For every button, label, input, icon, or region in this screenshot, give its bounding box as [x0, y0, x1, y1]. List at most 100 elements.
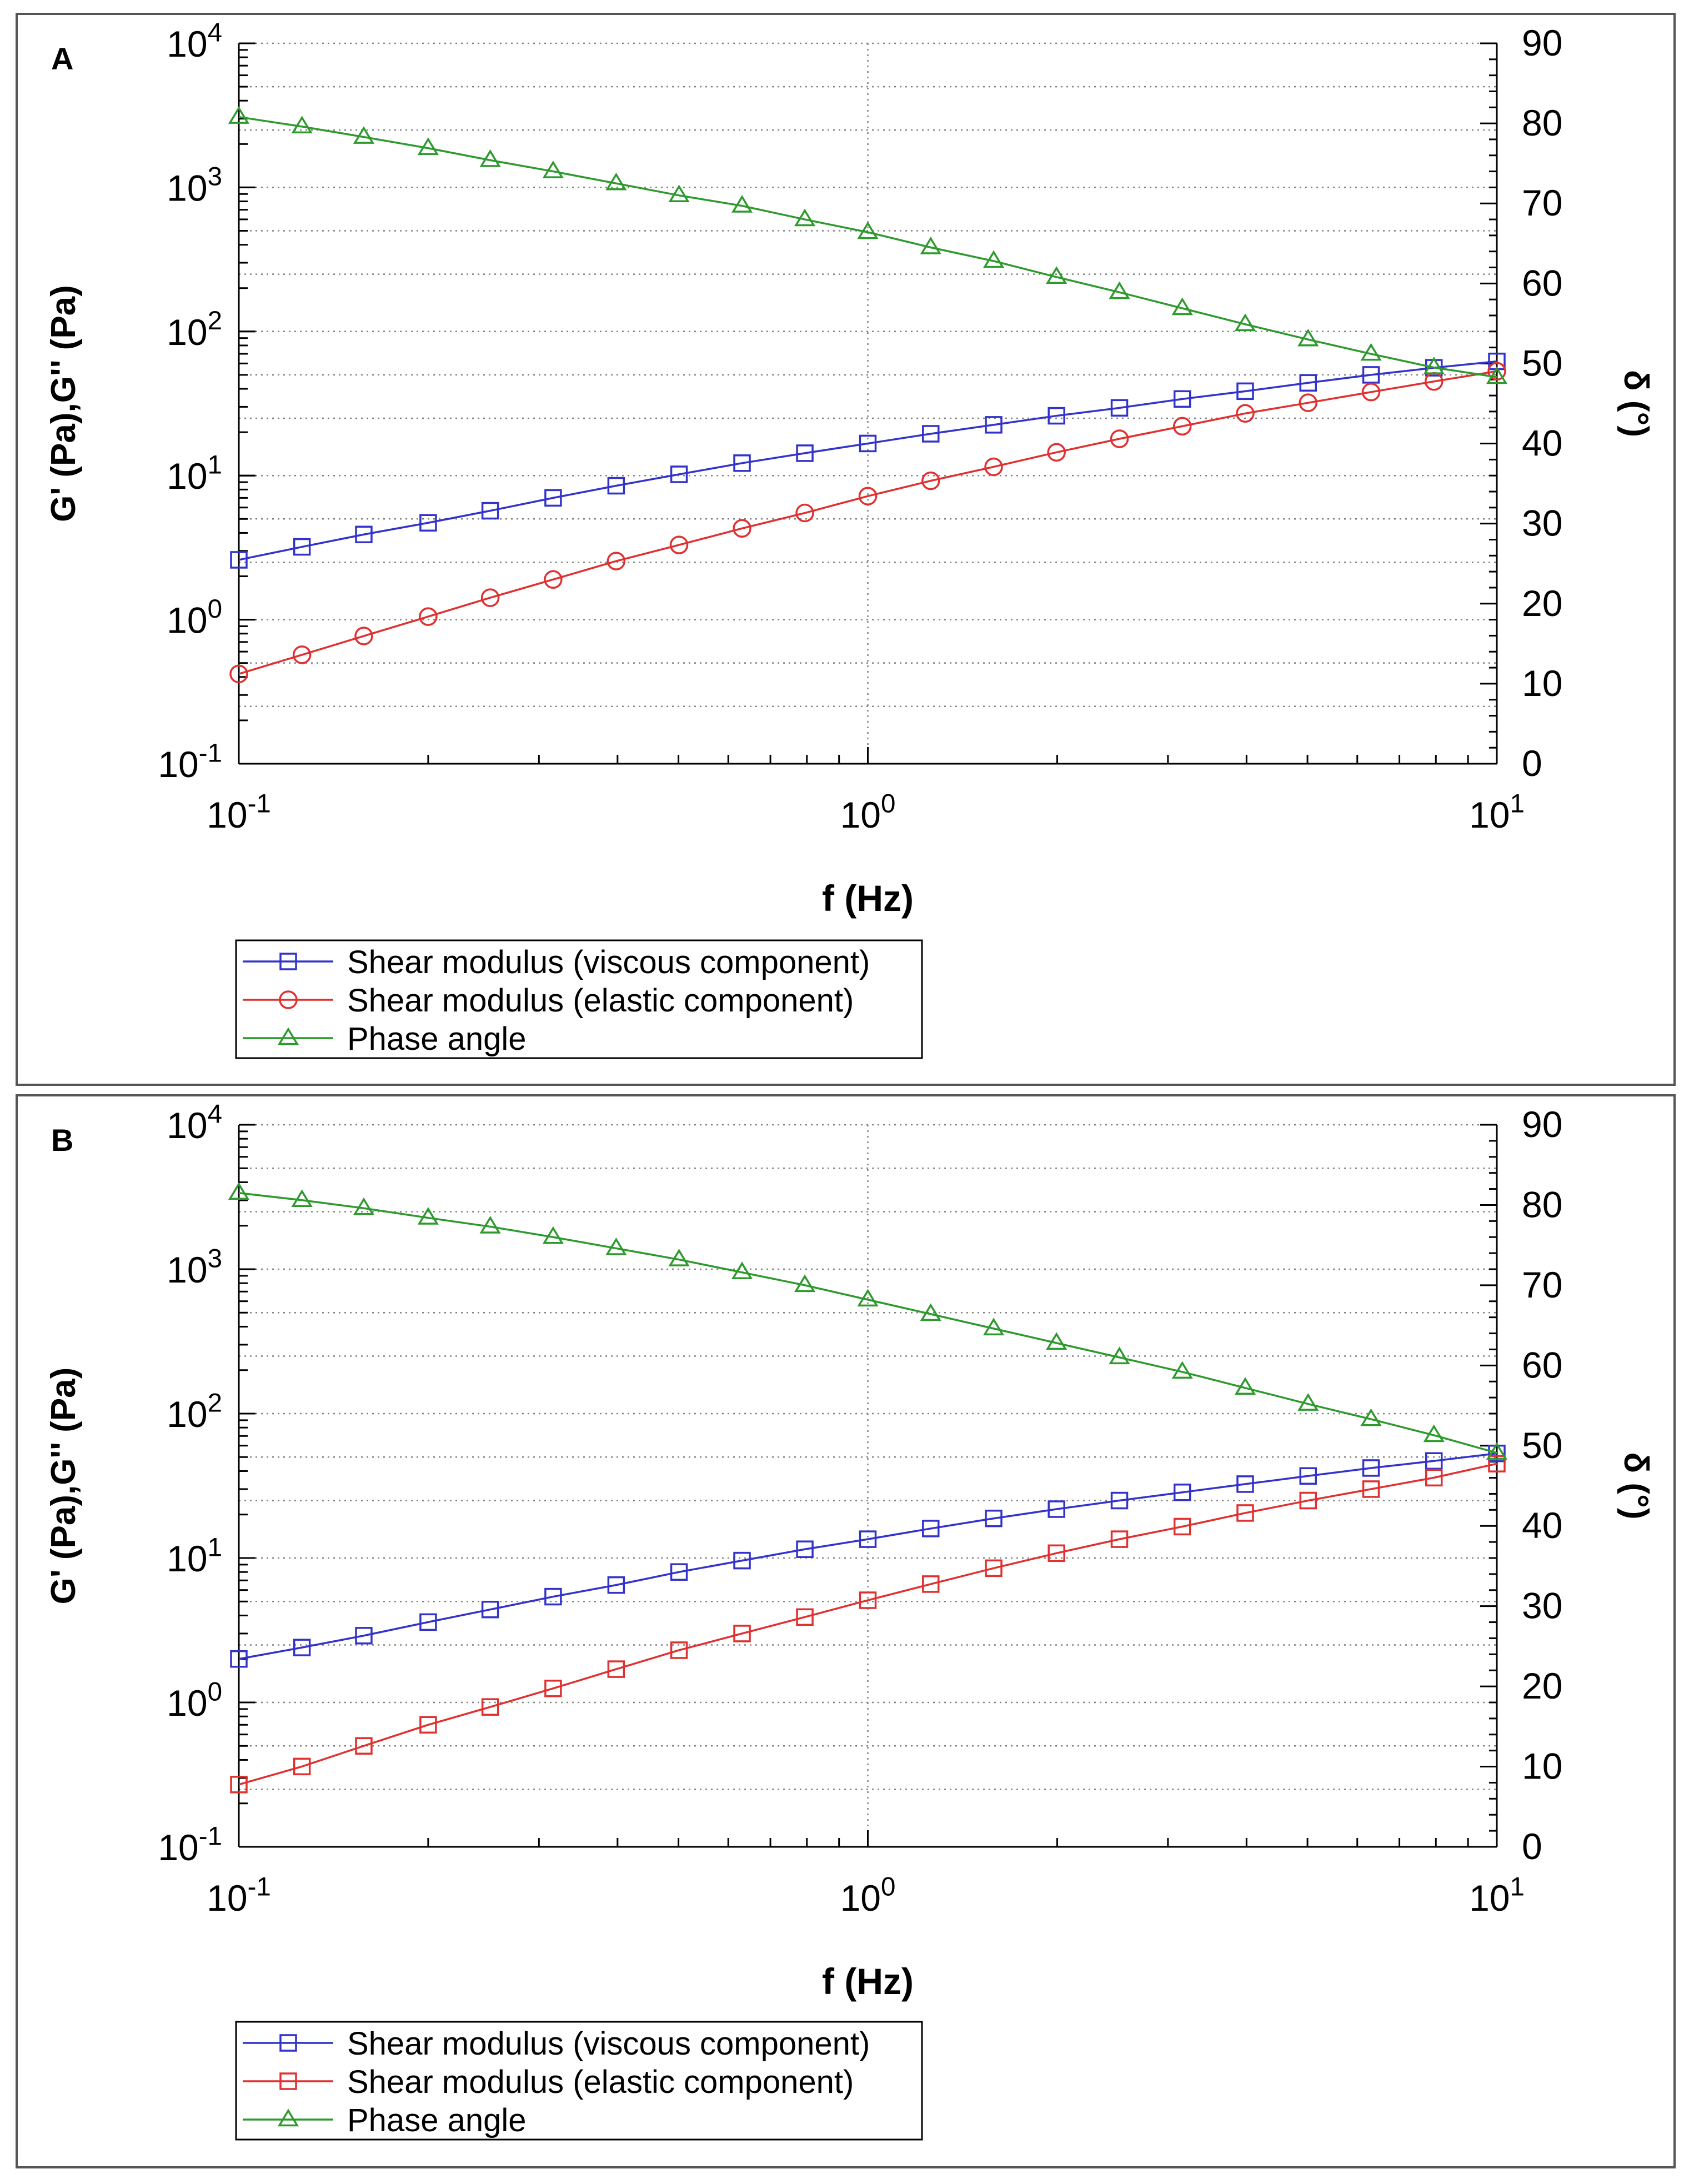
series-1	[229, 362, 1506, 684]
data-point	[796, 1608, 814, 1626]
legend-label: Shear modulus (viscous component)	[347, 2026, 870, 2062]
data-point	[796, 444, 814, 462]
y-axis-title: G' (Pa),G'' (Pa)	[44, 285, 83, 522]
y-tick-label: 101	[167, 1532, 222, 1579]
y-tick-label-exp: 1	[208, 450, 222, 479]
x-tick-label-exp: 1	[1510, 789, 1524, 818]
data-point	[1362, 1459, 1380, 1477]
data-point	[480, 588, 500, 607]
data-point	[1234, 1377, 1256, 1395]
data-point	[1487, 362, 1506, 381]
data-point	[1173, 390, 1191, 408]
data-point	[354, 627, 373, 645]
data-point	[1299, 374, 1317, 392]
legend-marker	[279, 953, 297, 970]
data-point	[479, 149, 501, 167]
data-point	[607, 552, 626, 570]
data-point	[1171, 1361, 1193, 1379]
series-2	[228, 1182, 1508, 1460]
data-point	[857, 1289, 879, 1307]
x-tick-label: 101	[1469, 789, 1525, 835]
data-point	[607, 477, 625, 495]
data-point	[1109, 281, 1130, 299]
data-point	[920, 236, 941, 254]
data-point	[355, 1627, 373, 1645]
series-2	[228, 106, 1508, 384]
data-point	[605, 172, 627, 191]
data-point	[1234, 313, 1256, 332]
data-point	[228, 106, 250, 124]
data-point	[731, 195, 753, 213]
x-tick-label-exp: 0	[881, 1872, 895, 1901]
x-tick-label-base: 10	[207, 1877, 247, 1918]
data-point	[859, 1591, 877, 1609]
data-point	[542, 1226, 564, 1244]
data-point	[922, 425, 940, 443]
y2-tick-label: 10	[1522, 1746, 1562, 1787]
data-point	[544, 1587, 562, 1606]
y-tick-label: 10-1	[158, 738, 222, 785]
data-point	[733, 1551, 751, 1570]
series-0	[230, 1444, 1506, 1668]
legend-label: Shear modulus (elastic component)	[347, 2064, 854, 2100]
data-point	[1423, 1424, 1445, 1442]
panel-frame	[16, 13, 1676, 1086]
data-point	[607, 1660, 625, 1678]
y2-tick-label: 40	[1522, 423, 1562, 464]
data-point	[419, 1613, 437, 1631]
y2-tick-label: 50	[1522, 1425, 1562, 1466]
series-line	[238, 1192, 1497, 1454]
data-point	[670, 465, 688, 483]
data-point	[985, 1509, 1003, 1527]
series-line	[238, 1462, 1497, 1786]
legend-marker	[277, 1027, 299, 1045]
y-tick-label-exp: -1	[199, 738, 222, 768]
y2-tick-label: 0	[1522, 743, 1542, 784]
x-tick-label-exp: -1	[248, 789, 271, 818]
legend-label: Phase angle	[347, 2102, 526, 2138]
data-point	[1425, 1469, 1443, 1487]
data-point	[353, 126, 375, 144]
data-point	[922, 1520, 940, 1537]
data-point	[1360, 343, 1382, 361]
data-point	[419, 514, 437, 532]
data-point	[1236, 404, 1255, 423]
data-point	[668, 1249, 690, 1266]
legend-label: Shear modulus (elastic component)	[347, 983, 854, 1019]
data-point	[544, 1680, 562, 1697]
data-point	[1109, 1346, 1130, 1365]
data-point	[1299, 393, 1318, 412]
data-point	[1110, 1491, 1129, 1510]
data-point	[417, 137, 439, 156]
data-point	[1362, 366, 1380, 384]
y2-tick-label: 70	[1522, 1264, 1562, 1305]
panel-label: B	[51, 1123, 73, 1158]
y2-tick-label: 60	[1522, 1344, 1562, 1385]
data-point	[794, 208, 816, 227]
data-point	[481, 502, 499, 520]
y2-tick-label: 90	[1522, 1104, 1562, 1145]
series-1	[230, 1455, 1506, 1794]
data-point	[794, 1274, 816, 1293]
data-point	[857, 221, 879, 239]
y-tick-label-exp: 3	[208, 1244, 222, 1273]
legend: Shear modulus (viscous component)Shear m…	[235, 2021, 923, 2141]
y-tick-label: 10-1	[158, 1821, 222, 1868]
data-point	[230, 1776, 248, 1794]
data-point	[481, 1600, 499, 1619]
y-tick-label-base: 10	[167, 1538, 207, 1579]
legend-marker	[277, 2108, 299, 2127]
x-axis-title: f (Hz)	[822, 1961, 914, 2002]
data-point	[230, 551, 248, 569]
y2-axis-title: δ (°)	[1617, 1452, 1655, 1520]
legend-marker	[279, 990, 298, 1009]
x-tick-label: 101	[1469, 1872, 1525, 1918]
data-point	[1488, 1455, 1506, 1472]
series-line	[238, 1452, 1497, 1660]
data-point	[1048, 1500, 1065, 1518]
x-tick-label-base: 10	[840, 794, 881, 835]
data-point	[353, 1197, 375, 1215]
data-point	[417, 1207, 439, 1225]
